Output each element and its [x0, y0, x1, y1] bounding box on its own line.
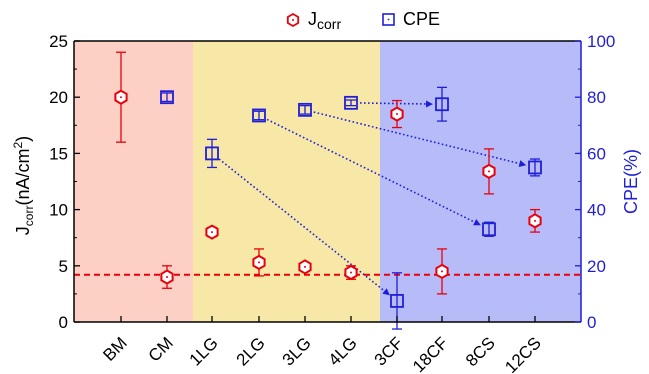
axis-ticks: 0 5 10 15 20 25 0 20 40 60 80 100 BM CM 1LG 2LG 3LG 4LG 3C… — [49, 32, 615, 374]
jcorr-point-2lg — [252, 248, 266, 277]
arrow-group — [218, 100, 527, 296]
legend-entry-cpe: CPE — [382, 9, 440, 29]
jcorr-marker-dot — [441, 270, 443, 273]
jcorr-marker-dot — [120, 96, 122, 99]
arrow-4lg-to-18cf — [359, 100, 434, 108]
jcorr-marker-dot — [488, 170, 490, 173]
left-tick-label: 25 — [49, 32, 68, 51]
left-tick-label: 10 — [49, 201, 68, 220]
jcorr-point-3cf — [390, 99, 404, 129]
jcorr-point-8cs — [482, 148, 496, 195]
region-bm-cm — [74, 41, 193, 322]
legend-jcorr-label: Jcorr — [308, 9, 341, 32]
cpe-point-1lg — [205, 138, 219, 169]
arrow-3lg-to-12cs — [313, 111, 527, 167]
cpe-point-cm — [160, 90, 174, 105]
right-tick-label: 0 — [587, 313, 596, 332]
cpe-point-4lg — [344, 95, 358, 110]
jcorr-point-bm — [114, 51, 128, 143]
jcorr-point-1lg — [205, 224, 219, 240]
right-tick-label: 60 — [587, 144, 606, 163]
cpe-marker — [528, 160, 542, 175]
cpe-marker — [205, 146, 219, 161]
right-tick-label: 100 — [587, 32, 615, 51]
x-tick-label-18cf: 18CF — [409, 333, 452, 374]
arrow-head — [518, 160, 527, 167]
jcorr-marker-dot — [166, 276, 168, 279]
arrow-shaft — [266, 118, 478, 225]
left-tick-label: 0 — [59, 313, 68, 332]
background-regions — [74, 41, 581, 322]
right-tick-label: 20 — [587, 257, 606, 276]
legend-entry-jcorr: Jcorr — [286, 9, 341, 32]
x-tick-label-2lg: 2LG — [233, 333, 269, 369]
jcorr-marker-dot — [350, 271, 352, 274]
cpe-point-8cs — [482, 221, 496, 237]
axis-labels: Jcorr(nA/cm2) CPE(%) — [11, 136, 641, 235]
cpe-marker — [160, 90, 174, 105]
x-tick-label-3lg: 3LG — [279, 333, 315, 369]
arrow-head — [382, 288, 390, 296]
legend-cpe-dot — [387, 18, 390, 21]
x-tick-label-12cs: 12CS — [501, 333, 545, 374]
legend-cpe-marker — [382, 13, 395, 26]
cpe-marker — [298, 102, 312, 117]
x-tick-label-8cs: 8CS — [462, 333, 499, 370]
jcorr-marker-dot — [396, 113, 398, 116]
cpe-marker — [390, 294, 404, 308]
x-tick-label-4lg: 4LG — [325, 333, 361, 369]
arrow-head — [425, 100, 434, 108]
cpe-point-18cf — [435, 86, 449, 122]
jcorr-point-4lg — [344, 264, 358, 281]
arrow-shaft — [359, 102, 430, 105]
cpe-marker — [435, 97, 449, 112]
jcorr-marker-dot — [304, 265, 306, 268]
jcorr-marker-dot — [258, 261, 260, 264]
left-axis-title: Jcorr(nA/cm2) — [11, 136, 36, 235]
cpe-point-2lg — [252, 108, 266, 123]
region-3cf-12cs — [380, 41, 581, 322]
left-tick-label: 5 — [59, 257, 68, 276]
x-tick-label-1lg: 1LG — [186, 333, 222, 369]
jcorr-point-12cs — [528, 208, 542, 233]
jcorr-marker-dot — [211, 231, 213, 234]
jcorr-point-18cf — [435, 248, 449, 295]
cpe-point-3lg — [298, 102, 312, 117]
arrow-2lg-to-8cs — [266, 118, 481, 226]
arrow-1lg-to-3cf — [218, 158, 390, 296]
jcorr-point-3lg — [298, 259, 312, 275]
right-tick-label: 40 — [587, 201, 606, 220]
legend-jcorr-dot — [292, 19, 294, 21]
jcorr-marker-dot — [534, 219, 536, 222]
cpe-point-12cs — [528, 158, 542, 177]
x-tick-label-3cf: 3CF — [371, 333, 407, 369]
jcorr-point-cm — [160, 265, 174, 289]
left-tick-label: 20 — [49, 88, 68, 107]
left-tick-label: 15 — [49, 144, 68, 163]
legend-cpe-label: CPE — [403, 9, 440, 29]
cpe-marker — [344, 95, 358, 110]
right-tick-label: 80 — [587, 88, 606, 107]
data-points — [114, 51, 542, 330]
x-tick-label-bm: BM — [99, 333, 130, 364]
cpe-marker — [252, 108, 266, 123]
legend: Jcorr CPE — [286, 9, 440, 32]
x-tick-label-cm: CM — [145, 333, 177, 365]
arrow-head — [473, 219, 481, 226]
cpe-marker — [482, 222, 496, 237]
right-axis-title: CPE(%) — [621, 149, 641, 214]
